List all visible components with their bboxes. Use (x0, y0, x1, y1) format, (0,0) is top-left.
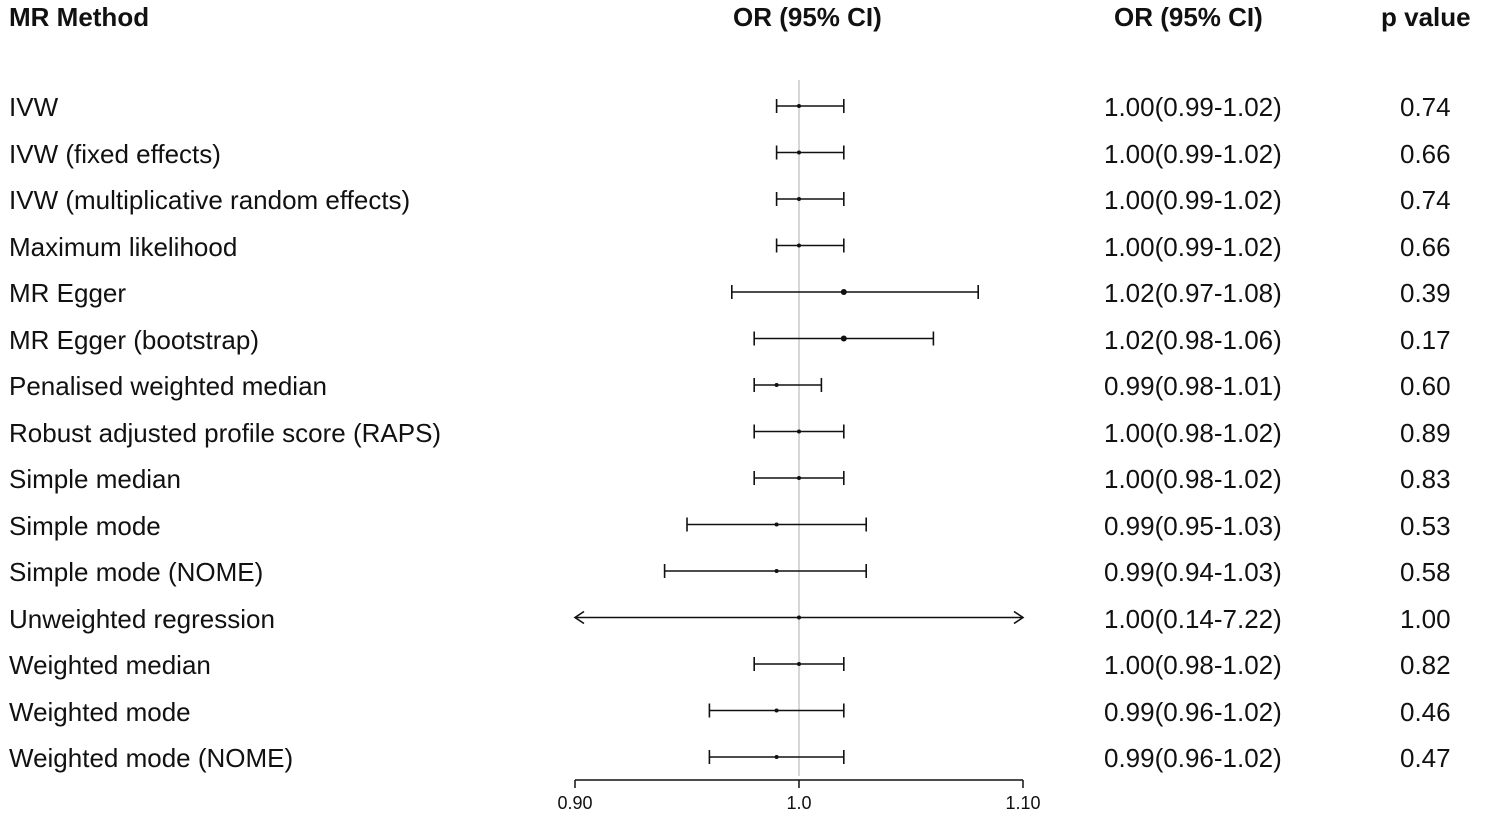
header-plot-or: OR (95% CI) (733, 2, 882, 32)
row-method-label: Simple mode (NOME) (9, 557, 264, 587)
ci-arrow-right (1013, 610, 1025, 625)
point-estimate (797, 150, 801, 155)
row-p-value: 0.66 (1400, 231, 1451, 262)
point-estimate (797, 243, 801, 248)
row-method-label: Unweighted regression (9, 603, 275, 634)
row-p-value: 0.66 (1400, 138, 1451, 169)
row-method-label: Weighted mode (9, 696, 191, 727)
row-p-value: 0.82 (1400, 650, 1451, 680)
row-method-label: Weighted median (9, 650, 211, 680)
x-tick-label: 1.10 (1005, 793, 1040, 813)
row-or-ci-value: 1.00(0.99-1.02) (1104, 138, 1282, 169)
row-method-label: Simple median (9, 464, 181, 494)
point-estimate (840, 289, 847, 295)
point-estimate (774, 569, 779, 573)
point-estimate (797, 104, 801, 108)
row-p-value: 0.83 (1400, 464, 1451, 494)
row-or-ci-value: 1.00(0.98-1.02) (1104, 417, 1282, 448)
row-or-ci-value: 1.00(0.98-1.02) (1104, 464, 1282, 494)
point-estimate (797, 662, 801, 666)
row-p-value: 0.74 (1400, 185, 1451, 215)
row-p-value: 0.46 (1400, 696, 1451, 727)
point-estimate (774, 522, 779, 527)
row-p-value: 0.74 (1400, 92, 1451, 122)
row-method-label: IVW (fixed effects) (9, 138, 221, 169)
row-p-value: 0.58 (1400, 557, 1451, 587)
row-p-value: 0.17 (1400, 324, 1451, 355)
row-method-label: Simple mode (9, 510, 161, 541)
row-p-value: 0.89 (1400, 417, 1451, 448)
row-or-ci-value: 0.99(0.96-1.02) (1104, 696, 1282, 727)
row-p-value: 0.47 (1400, 743, 1451, 773)
row-p-value: 0.60 (1400, 371, 1451, 401)
header-or-ci: OR (95% CI) (1114, 2, 1263, 32)
row-or-ci-value: 1.00(0.99-1.02) (1104, 231, 1282, 262)
row-or-ci-value: 1.00(0.99-1.02) (1104, 92, 1282, 122)
row-or-ci-value: 1.00(0.14-7.22) (1104, 603, 1282, 634)
row-method-label: Penalised weighted median (9, 371, 327, 401)
point-estimate (797, 197, 801, 201)
row-method-label: Robust adjusted profile score (RAPS) (9, 417, 442, 448)
row-or-ci-value: 0.99(0.95-1.03) (1104, 510, 1282, 541)
point-estimate (774, 708, 779, 713)
row-p-value: 0.39 (1400, 278, 1451, 308)
row-or-ci-value: 0.99(0.98-1.01) (1104, 371, 1282, 401)
row-method-label: MR Egger (9, 278, 127, 308)
row-or-ci-value: 1.00(0.99-1.02) (1104, 185, 1282, 215)
x-tick-label: 0.90 (557, 793, 592, 813)
point-estimate (797, 429, 801, 434)
row-or-ci-value: 1.00(0.98-1.02) (1104, 650, 1282, 680)
point-estimate (774, 755, 779, 759)
row-method-label: MR Egger (bootstrap) (9, 324, 259, 355)
row-method-label: IVW (multiplicative random effects) (9, 185, 411, 215)
header-p-value: p value (1381, 2, 1471, 32)
point-estimate (797, 615, 801, 620)
point-estimate (840, 335, 847, 342)
ci-arrow-left (573, 610, 585, 625)
row-p-value: 1.00 (1400, 603, 1451, 634)
row-p-value: 0.53 (1400, 510, 1451, 541)
point-estimate (797, 476, 801, 480)
row-or-ci-value: 0.99(0.94-1.03) (1104, 557, 1282, 587)
row-or-ci-value: 1.02(0.97-1.08) (1104, 278, 1282, 308)
point-estimate (774, 383, 779, 387)
header-mr-method: MR Method (9, 2, 150, 32)
x-tick-label: 1.0 (786, 793, 811, 813)
row-method-label: IVW (9, 92, 59, 122)
row-method-label: Weighted mode (NOME) (9, 743, 294, 773)
row-method-label: Maximum likelihood (9, 231, 238, 262)
row-or-ci-value: 0.99(0.96-1.02) (1104, 743, 1282, 773)
row-or-ci-value: 1.02(0.98-1.06) (1104, 324, 1282, 355)
